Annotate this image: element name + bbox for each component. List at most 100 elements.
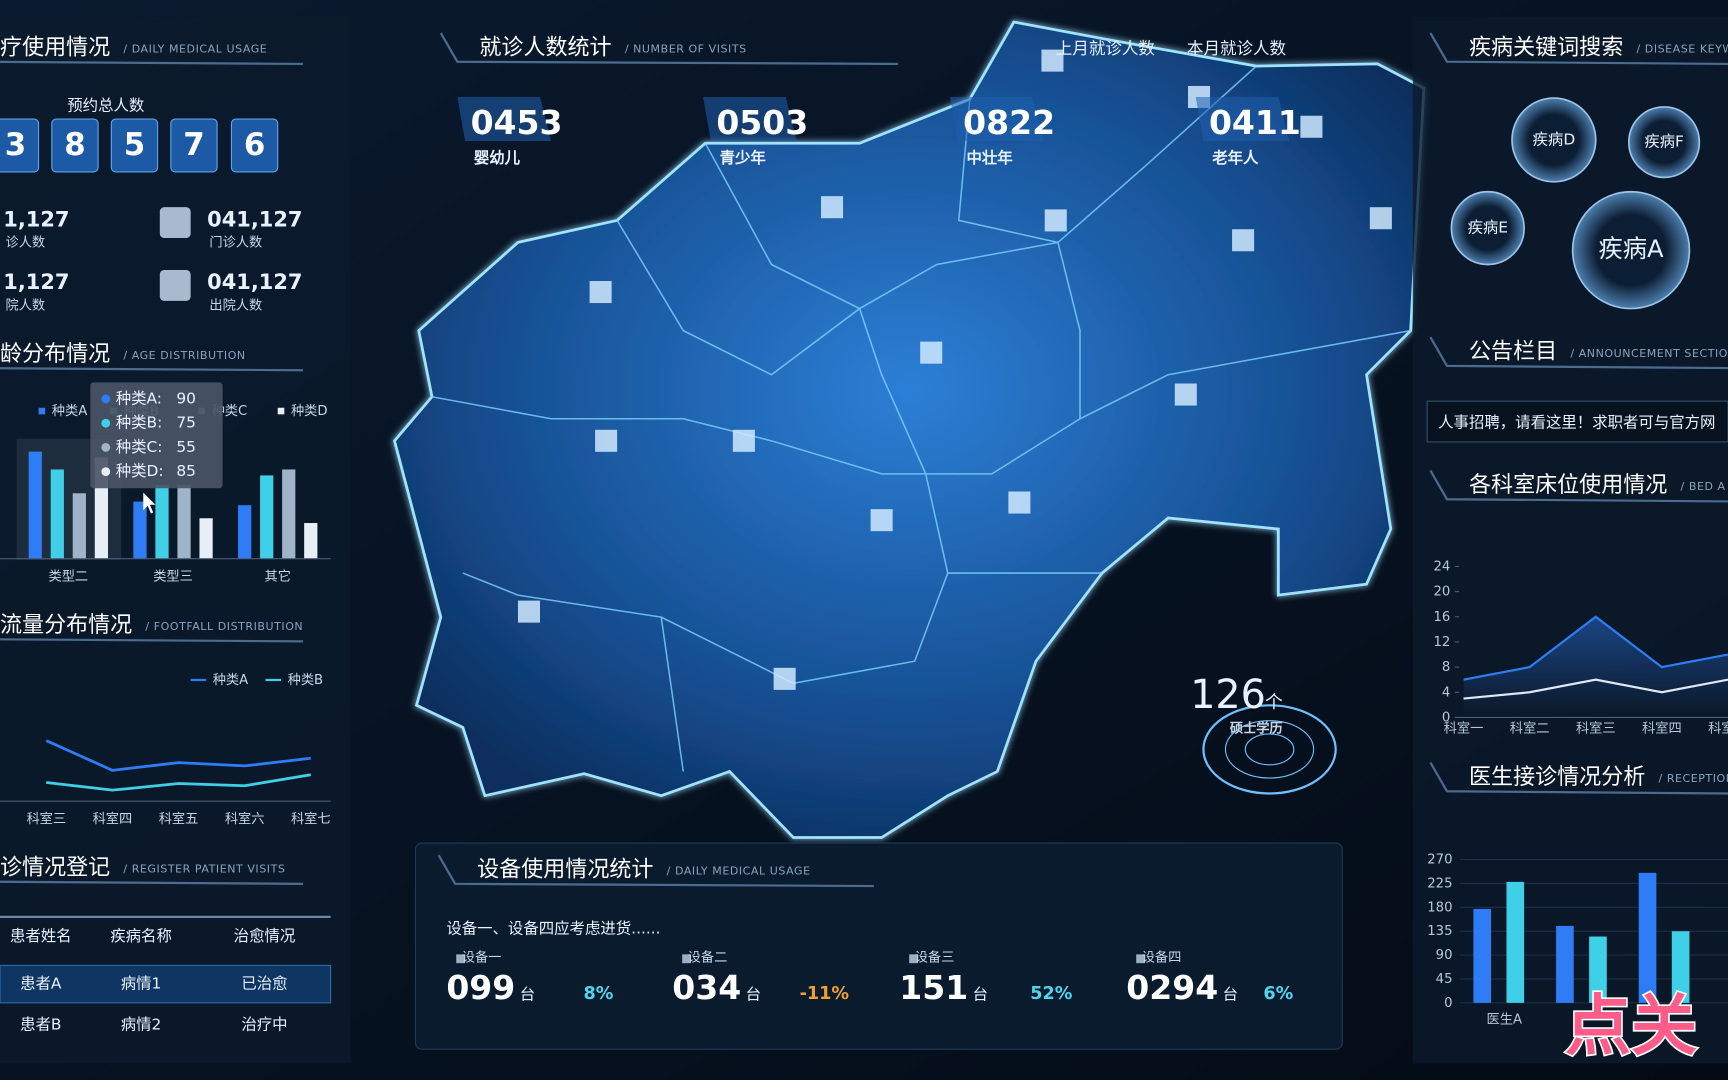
device-unit: 台: [746, 986, 761, 1004]
digit: 5: [124, 127, 145, 163]
panel-title: 龄分布情况: [0, 342, 110, 367]
digit: 7: [183, 127, 204, 163]
x-tick-label: 科室四: [93, 810, 133, 827]
bar: [1473, 908, 1492, 1003]
y-tick-label: 12: [1433, 635, 1450, 650]
tooltip-dot: [101, 467, 111, 477]
digit-box: [230, 118, 279, 173]
visit-count: 0453: [471, 103, 563, 142]
keyword: 疾病F: [1644, 133, 1684, 151]
title-bar: [1429, 336, 1728, 370]
legend-swatch: [38, 407, 46, 415]
keyword-bubble: [1511, 97, 1597, 183]
panel-title: 医生接诊情况分析: [1469, 765, 1645, 790]
table-cell: 病情2: [121, 1015, 162, 1033]
table-cell: 已治愈: [241, 975, 287, 993]
bar: [199, 518, 213, 559]
title-bar: [1429, 470, 1728, 503]
y-tick-label: 8: [1442, 660, 1450, 675]
bar: [282, 469, 296, 559]
panel-subtitle: / FOOTFALL DISTRIBUTION: [145, 620, 303, 633]
x-tick-label: 科室三: [26, 810, 66, 827]
tab: 本月就诊人数: [1187, 39, 1287, 58]
y-tick-label: 4: [1442, 685, 1450, 700]
stat-value: 1,127: [3, 207, 69, 231]
bar: [260, 475, 274, 559]
bar: [28, 451, 42, 559]
digit: 6: [244, 127, 265, 163]
keyword: 疾病A: [1598, 234, 1663, 263]
count-frame: [703, 96, 797, 142]
bar: [50, 469, 64, 559]
degree-label: 硕士学历: [1230, 719, 1283, 736]
x-tick-label: 科室五: [1708, 719, 1728, 736]
x-tick-label: 科室七: [291, 810, 331, 827]
title-bar: [439, 32, 899, 66]
notice-box: [1426, 400, 1728, 443]
y-tick-label: 0: [1442, 710, 1450, 725]
table-cell: 治疗中: [241, 1015, 287, 1033]
stat-value: 1,127: [3, 270, 69, 294]
panel-subtitle: / NUMBER OF VISITS: [625, 43, 747, 56]
keyword-bubble: [1627, 106, 1701, 179]
tooltip-label: 种类C:: [116, 438, 163, 456]
count-frame: [457, 96, 552, 142]
bar: [238, 505, 252, 559]
device-change: 6%: [1263, 984, 1293, 1004]
tooltip-label: 种类A:: [116, 389, 162, 407]
x-tick-label: 科室四: [1642, 719, 1682, 736]
tooltip-value: 90: [176, 389, 196, 407]
panel-subtitle: / ANNOUNCEMENT SECTIO: [1570, 347, 1728, 360]
legend-label: 种类D: [291, 403, 328, 419]
device-unit: 台: [973, 986, 988, 1004]
keyword-bubble: [1450, 190, 1525, 266]
table-cell: 患者B: [20, 1015, 61, 1033]
visit-count: 0503: [716, 103, 808, 142]
visit-count: 0822: [963, 103, 1055, 142]
x-tick-label: 科室三: [1576, 719, 1616, 736]
digit-box: [110, 118, 159, 173]
bar: [304, 523, 318, 559]
digit: 8: [64, 127, 85, 163]
stat-label: 门诊人数: [209, 234, 262, 250]
table-header: 患者姓名: [10, 927, 72, 945]
y-tick-label: 20: [1433, 585, 1450, 600]
degree-rings: [1202, 704, 1337, 795]
y-tick-label: 24: [1433, 559, 1450, 574]
y-tick-label: 0: [1444, 996, 1452, 1011]
bar: [72, 493, 86, 559]
title-bar: [437, 854, 874, 888]
device-change: 52%: [1030, 984, 1073, 1004]
watermark: 点关: [1565, 987, 1697, 1064]
x-tick-label: 科室五: [159, 810, 199, 827]
y-tick-label: 45: [1436, 972, 1453, 987]
panel-subtitle: / DAILY MEDICAL USAGE: [667, 865, 811, 878]
device-name: 设备一: [462, 949, 502, 966]
stat-label: 出院人数: [209, 297, 262, 313]
visit-label: 老年人: [1211, 148, 1259, 167]
highlight-row: [0, 964, 332, 1004]
x-tick-label: 科室一: [1444, 719, 1484, 736]
bar: [1556, 925, 1574, 1003]
notice-text: 人事招聘，请看这里！求职者可与官方网: [1438, 414, 1715, 432]
tooltip-label: 种类B:: [116, 414, 163, 432]
device-icon: [909, 954, 918, 964]
digit-box: [0, 118, 40, 173]
keyword-bubble: [1571, 190, 1691, 310]
legend-label: 种类B: [288, 672, 324, 688]
legend-label: 种类A: [213, 672, 248, 688]
map-borders: [431, 65, 1411, 772]
digit-box: [51, 118, 99, 173]
device-name: 设备四: [1142, 949, 1182, 966]
tooltip-value: 55: [176, 438, 196, 456]
table-header: 疾病名称: [110, 927, 172, 945]
device-count: 151: [899, 968, 968, 1007]
device-change: -11%: [800, 984, 850, 1004]
panel-title: 疾病关键词搜索: [1469, 35, 1623, 60]
device-unit: 台: [1223, 986, 1238, 1004]
tooltip-dot: [101, 418, 111, 428]
panel-title: 流量分布情况: [0, 613, 132, 638]
device-count: 099: [446, 968, 515, 1007]
bar: [155, 484, 169, 559]
